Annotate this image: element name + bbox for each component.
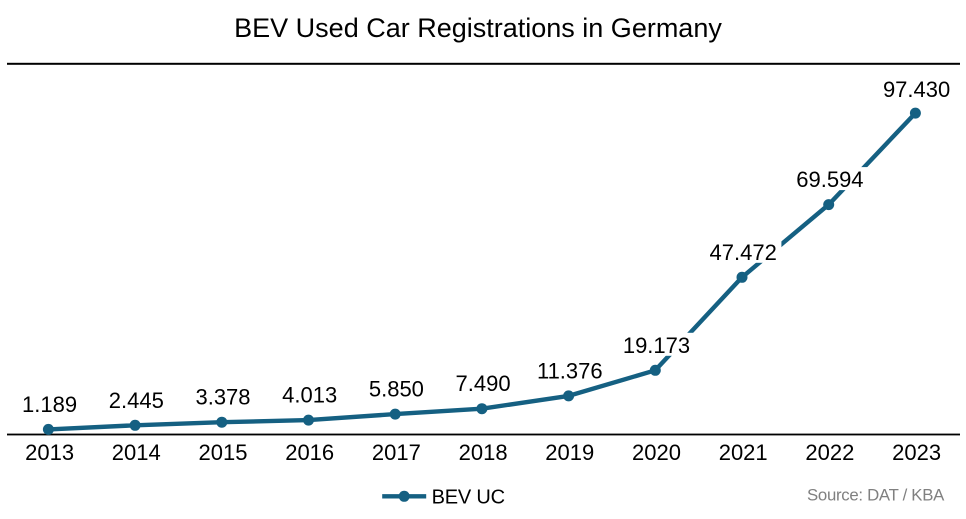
svg-text:7.490: 7.490 xyxy=(456,371,511,396)
svg-text:47.472: 47.472 xyxy=(710,240,777,265)
svg-text:2022: 2022 xyxy=(805,440,854,465)
svg-text:2021: 2021 xyxy=(719,440,768,465)
svg-text:5.850: 5.850 xyxy=(369,377,424,402)
svg-text:Source: DAT / KBA: Source: DAT / KBA xyxy=(807,485,945,504)
svg-text:BEV Used Car Registrations in: BEV Used Car Registrations in Germany xyxy=(234,13,722,43)
svg-text:3.378: 3.378 xyxy=(195,385,250,410)
svg-text:11.376: 11.376 xyxy=(537,358,603,383)
svg-text:2018: 2018 xyxy=(459,440,508,465)
svg-text:2013: 2013 xyxy=(25,440,74,465)
svg-text:2015: 2015 xyxy=(199,440,248,465)
svg-text:2023: 2023 xyxy=(892,440,941,465)
svg-text:1.189: 1.189 xyxy=(22,392,77,417)
svg-text:2017: 2017 xyxy=(372,440,421,465)
svg-text:2016: 2016 xyxy=(285,440,334,465)
svg-text:69.594: 69.594 xyxy=(796,167,863,192)
svg-text:BEV UC: BEV UC xyxy=(432,487,505,509)
svg-text:2020: 2020 xyxy=(632,440,681,465)
svg-text:2.445: 2.445 xyxy=(109,388,164,413)
svg-text:4.013: 4.013 xyxy=(282,383,337,408)
svg-text:19.173: 19.173 xyxy=(623,333,690,358)
svg-text:2014: 2014 xyxy=(112,440,161,465)
svg-text:97.430: 97.430 xyxy=(883,77,950,102)
svg-text:2019: 2019 xyxy=(545,440,594,465)
